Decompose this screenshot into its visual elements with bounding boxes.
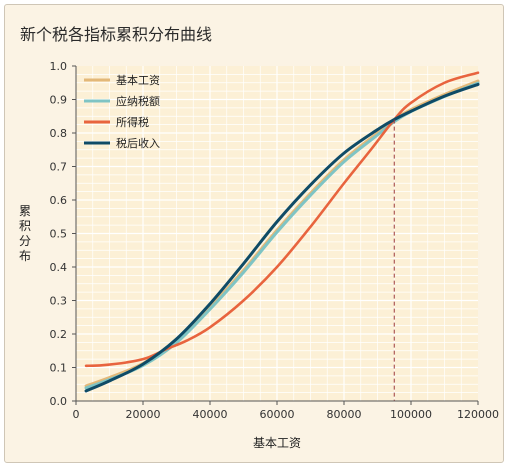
x-tick-label: 40000 — [193, 408, 228, 421]
y-tick-label: 1.0 — [50, 60, 68, 73]
y-tick-label: 0.6 — [50, 194, 68, 207]
x-tick-label: 80000 — [327, 408, 362, 421]
chart-title: 新个税各指标累积分布曲线 — [20, 25, 212, 44]
y-tick-label: 0.8 — [50, 127, 68, 140]
y-tick-label: 0.4 — [50, 261, 68, 274]
series-line-3 — [84, 71, 480, 368]
x-tick-label: 100000 — [390, 408, 432, 421]
x-tick-label: 60000 — [260, 408, 295, 421]
tick-labels: 0 20000 40000 60000 80000 100000 120000 0.0 0.1 0… — [50, 60, 500, 421]
y-axis-label: 累积分布 — [19, 204, 31, 263]
legend-label-2: 应纳税额 — [116, 94, 160, 108]
y-tick-label: 0.7 — [50, 161, 68, 174]
y-axis-label-text: 累积分布 — [19, 204, 31, 263]
legend-label-3: 所得税 — [116, 115, 149, 129]
y-tick-label: 0.9 — [50, 94, 68, 107]
x-axis-label: 基本工资 — [253, 436, 301, 450]
y-tick-label: 0.3 — [50, 295, 68, 308]
y-tick-label: 0.5 — [50, 228, 68, 241]
y-tick-label: 0.2 — [50, 328, 68, 341]
series-lines — [84, 71, 480, 393]
x-tick-label: 20000 — [126, 408, 161, 421]
legend-label-1: 基本工资 — [116, 73, 160, 87]
x-tick-label: 120000 — [457, 408, 499, 421]
x-tick-label: 0 — [73, 408, 80, 421]
legend-label-4: 税后收入 — [116, 136, 160, 150]
series-line-4 — [84, 82, 480, 393]
y-tick-label: 0.0 — [50, 395, 68, 408]
y-tick-label: 0.1 — [50, 362, 68, 375]
